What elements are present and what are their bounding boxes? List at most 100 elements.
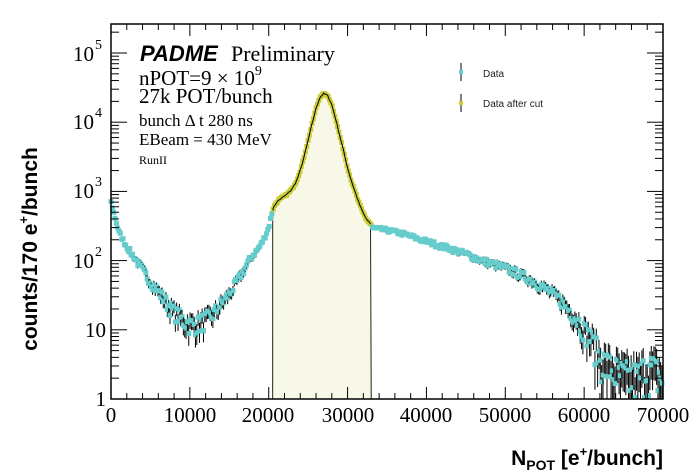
data-point [589,329,595,335]
data-point [179,314,185,320]
experiment-label: PADME [140,41,219,66]
data-point [237,271,243,277]
data-point [537,287,543,293]
x-axis-ticks [110,24,664,399]
data-after-cut-line [272,92,371,225]
data-point [159,289,165,295]
y-tick-exp: 3 [95,175,102,190]
data-point [154,284,160,290]
data-point [198,316,204,322]
data-point [148,284,154,290]
data-point [593,335,599,341]
data-point [166,303,172,309]
data-point [525,280,531,286]
data-point [609,368,615,374]
data-point [162,299,168,305]
data-point [190,317,196,323]
y-tick-exp: 4 [95,106,102,121]
data-point [624,359,630,365]
npot-label: nPOT=9 × 109 [139,64,262,90]
run-label: RunII [139,153,167,167]
data-point [647,362,653,368]
data-point [172,319,178,325]
data-point [635,369,641,375]
data-point [517,273,523,279]
data-point [399,232,405,238]
y-tick-exp: 2 [95,245,102,260]
data-point [628,367,634,373]
legend-label: Data after cut [483,99,543,110]
data-point [646,393,652,399]
x-tick-label: 10000 [164,403,217,427]
data-point [481,256,487,262]
data-point [143,270,149,276]
x-tick-label: 0 [106,403,117,427]
x-axis-title: NPOT [e+/bunch] [511,444,663,473]
x-tick-label: 20000 [242,403,295,427]
data-point [125,248,131,254]
data-point [482,260,488,266]
data-point [199,312,205,318]
data-point [640,358,646,364]
data-point [573,317,579,323]
data-point [249,256,255,262]
legend: Data Data after cut [459,63,543,112]
data-point [210,316,216,322]
data-point [184,319,190,325]
legend-label: Data [483,69,505,80]
data-point [215,309,221,315]
data-point [151,282,157,288]
data-point [127,246,133,252]
data-point [398,229,404,235]
data-point [617,373,623,379]
data-point [164,306,170,312]
data-point [513,266,519,272]
data-point [623,365,629,371]
legend-entry-data-after-cut: Data after cut [459,94,543,112]
data-point [163,294,169,300]
data-point [561,299,567,305]
data-point [607,354,613,360]
data-point [583,322,589,328]
data-point [636,363,642,369]
data-point [109,205,115,211]
data-point [156,288,162,294]
data-point [213,303,219,309]
data-point [552,288,558,294]
data-point [656,369,662,375]
data-point [431,239,437,245]
data-point [411,233,417,239]
data-point [595,360,601,366]
y-tick-label: 10 [73,249,94,273]
status-label: Preliminary [231,41,335,66]
pot-per-bunch-label: 27k POT/bunch [139,84,273,108]
data-point [186,331,192,337]
data-point [564,304,570,310]
data-point [505,263,511,269]
data-point [230,288,236,294]
data-point [222,295,228,301]
data-point [470,257,476,263]
data-point [242,265,248,271]
data-point [467,252,473,258]
data-point [211,307,217,313]
data-point [577,329,583,335]
y-tick-label: 1 [96,387,107,411]
data-point [599,379,605,385]
data-point [135,262,141,268]
data-point [113,220,119,226]
y-tick-label: 10 [73,110,94,134]
y-axis-ticks [111,31,663,400]
annotations: PADME Preliminary nPOT=9 × 109 27k POT/b… [139,41,335,167]
data-point [133,257,139,263]
legend-entry-data: Data [459,63,505,81]
data-point [196,328,202,334]
data-point [176,307,182,313]
data-point [579,333,585,339]
data-point [648,355,654,361]
data-point [588,338,594,344]
x-tick-label: 50000 [479,403,532,427]
data-point [420,239,426,245]
data-point [644,378,650,384]
